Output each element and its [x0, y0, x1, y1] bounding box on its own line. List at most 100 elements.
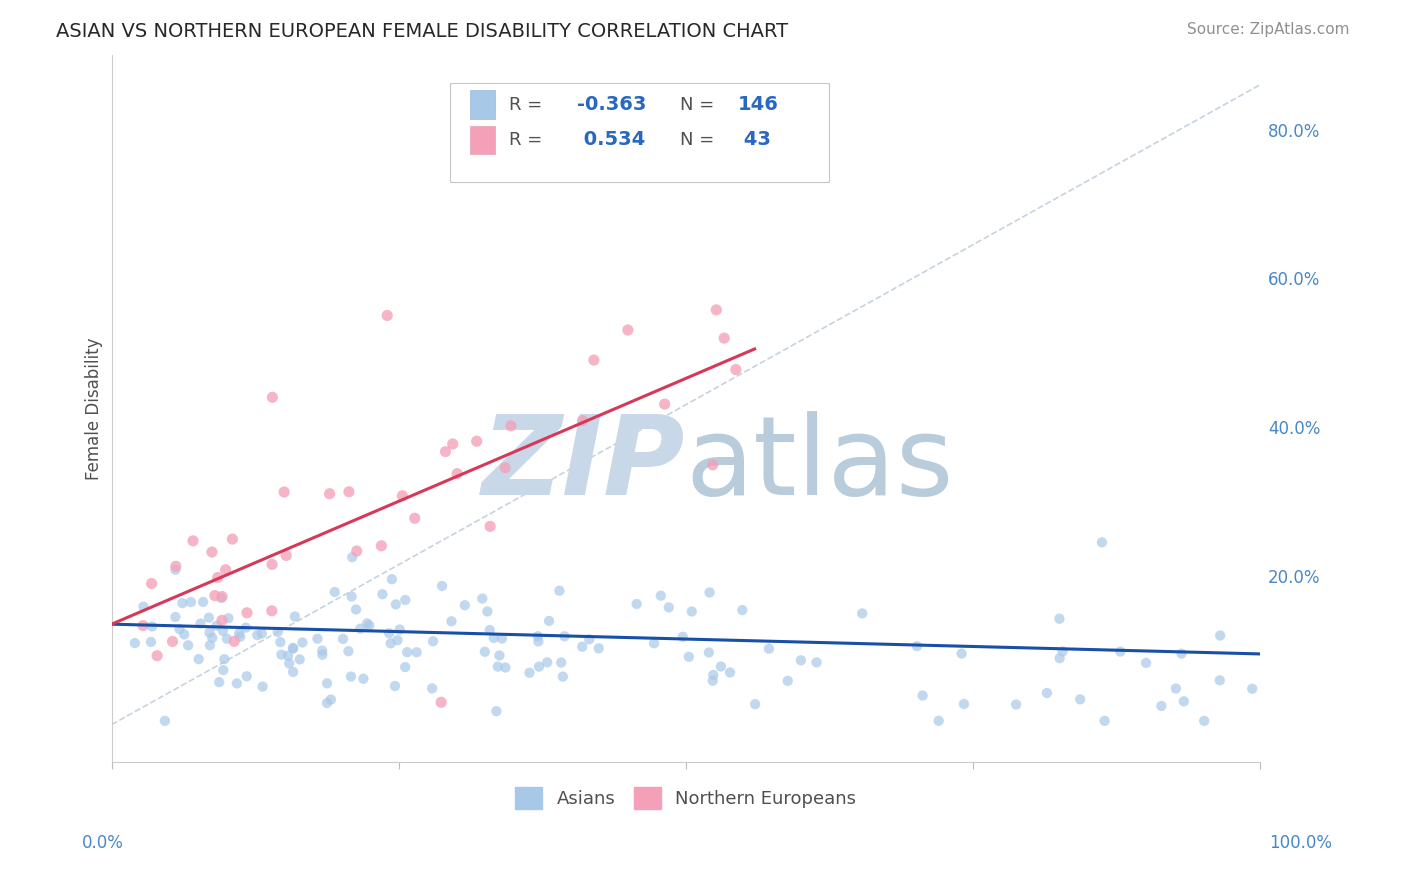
Point	[212, 624, 235, 638]
Point	[209, 591, 232, 605]
Point	[201, 631, 224, 645]
Point	[1150, 698, 1173, 713]
Point	[146, 648, 169, 663]
Point	[1109, 644, 1132, 658]
Point	[718, 665, 741, 680]
Point	[246, 628, 269, 642]
Point	[905, 639, 928, 653]
Point	[311, 643, 333, 657]
Point	[465, 434, 488, 449]
Point	[643, 636, 665, 650]
Point	[337, 484, 360, 499]
Point	[702, 673, 724, 688]
Point	[278, 657, 301, 671]
Point	[578, 632, 600, 647]
Point	[1091, 535, 1114, 549]
Point	[165, 563, 187, 577]
Point	[205, 618, 228, 632]
Point	[672, 630, 695, 644]
Point	[370, 539, 392, 553]
Point	[430, 695, 453, 709]
Point	[316, 696, 339, 710]
Point	[479, 519, 502, 533]
Point	[349, 622, 371, 636]
Point	[548, 583, 571, 598]
Text: Source: ZipAtlas.com: Source: ZipAtlas.com	[1187, 22, 1350, 37]
Point	[953, 697, 976, 711]
Point	[387, 633, 409, 648]
Point	[474, 645, 496, 659]
Point	[162, 634, 184, 648]
Point	[550, 656, 572, 670]
Text: 146: 146	[737, 95, 779, 114]
FancyBboxPatch shape	[470, 126, 495, 154]
Point	[381, 572, 404, 586]
Y-axis label: Female Disability: Female Disability	[86, 337, 103, 480]
Text: -0.363: -0.363	[576, 95, 645, 114]
Text: 0.0%: 0.0%	[82, 834, 124, 852]
Point	[221, 532, 243, 546]
Point	[538, 614, 561, 628]
Point	[356, 616, 378, 631]
Point	[371, 587, 394, 601]
Point	[434, 444, 457, 458]
Point	[405, 645, 427, 659]
FancyBboxPatch shape	[450, 84, 830, 182]
Point	[1192, 714, 1215, 728]
Point	[214, 563, 236, 577]
Point	[172, 596, 194, 610]
Point	[340, 590, 363, 604]
Point	[571, 413, 593, 427]
Point	[1052, 644, 1074, 658]
Point	[187, 652, 209, 666]
Point	[1047, 612, 1070, 626]
Point	[702, 668, 724, 682]
Point	[281, 640, 304, 655]
Point	[396, 645, 419, 659]
Point	[488, 648, 510, 663]
Point	[776, 673, 799, 688]
Point	[307, 632, 329, 646]
Point	[217, 611, 239, 625]
Point	[1069, 692, 1091, 706]
Point	[430, 579, 453, 593]
Point	[337, 644, 360, 658]
Point	[165, 559, 187, 574]
Point	[553, 629, 575, 643]
Point	[153, 714, 176, 728]
Text: 43: 43	[737, 130, 772, 150]
Text: ZIP: ZIP	[482, 411, 686, 518]
Point	[288, 652, 311, 666]
Point	[790, 653, 813, 667]
Point	[494, 660, 516, 674]
Point	[190, 616, 212, 631]
Point	[626, 597, 648, 611]
Point	[225, 676, 247, 690]
Point	[208, 675, 231, 690]
Point	[617, 323, 640, 337]
Point	[204, 589, 226, 603]
Point	[318, 487, 340, 501]
Point	[211, 613, 233, 627]
Point	[141, 619, 163, 633]
Point	[394, 660, 416, 674]
Point	[228, 626, 250, 640]
Point	[340, 669, 363, 683]
Point	[928, 714, 950, 728]
Point	[207, 570, 229, 584]
Point	[482, 631, 505, 645]
Point	[323, 585, 346, 599]
Text: N =: N =	[681, 95, 720, 113]
Point	[477, 604, 499, 618]
Point	[697, 645, 720, 659]
Point	[235, 669, 257, 683]
Point	[654, 397, 676, 411]
Point	[394, 593, 416, 607]
Point	[485, 704, 508, 718]
Point	[391, 489, 413, 503]
Text: atlas: atlas	[686, 411, 955, 518]
Point	[180, 595, 202, 609]
Point	[650, 589, 672, 603]
Point	[1135, 656, 1157, 670]
Legend: Asians, Northern Europeans: Asians, Northern Europeans	[508, 780, 863, 816]
